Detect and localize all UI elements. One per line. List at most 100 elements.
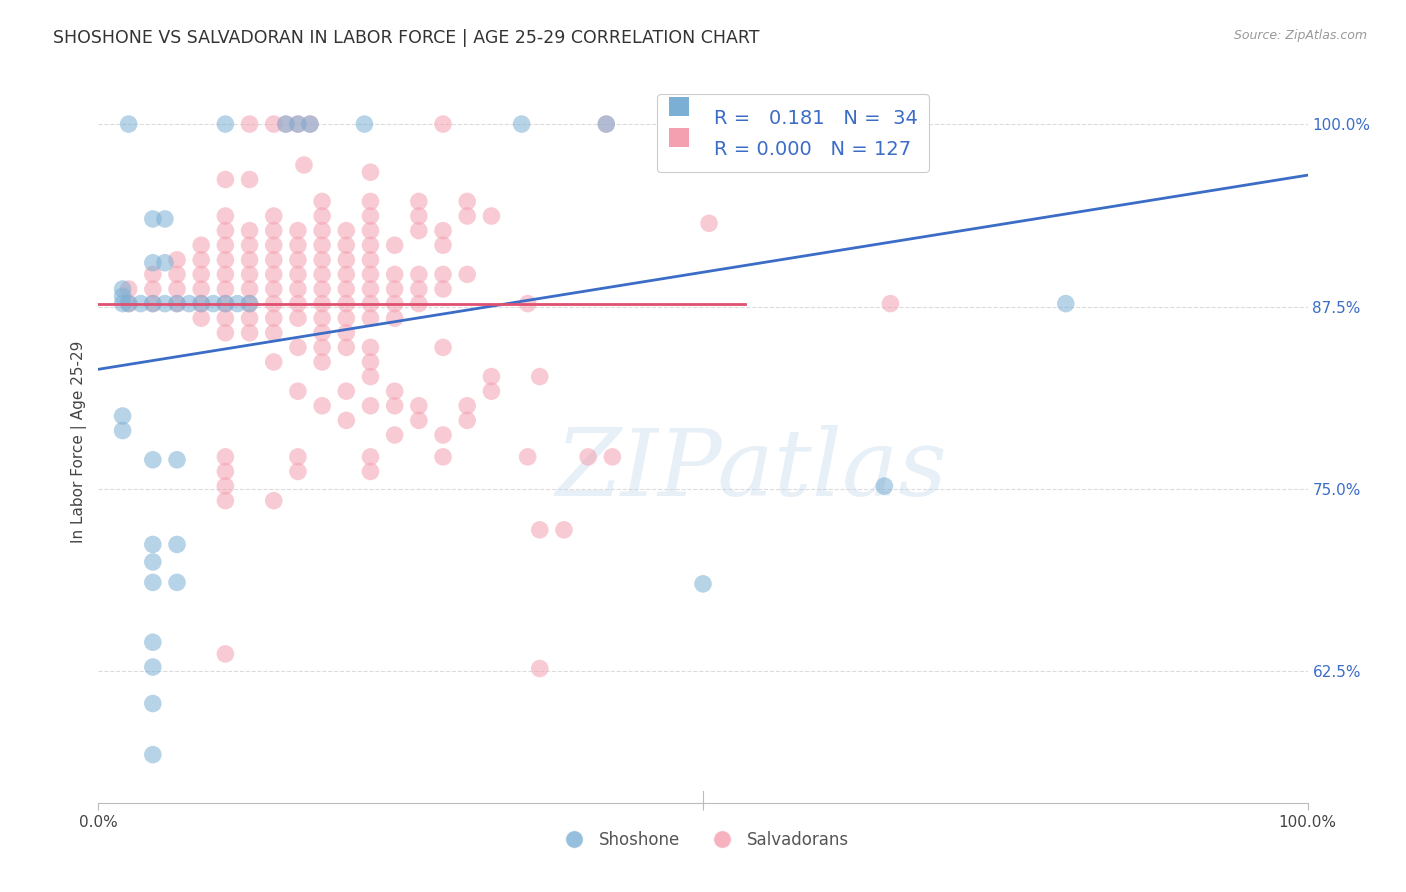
Point — [529, 369, 551, 384]
Point — [239, 311, 262, 326]
Point — [335, 282, 357, 296]
Point — [142, 697, 165, 711]
Point — [576, 450, 599, 464]
Point — [553, 523, 575, 537]
Point — [481, 209, 503, 223]
Point — [263, 209, 285, 223]
Point — [432, 450, 454, 464]
Point — [456, 194, 478, 209]
Point — [190, 311, 212, 326]
Point — [166, 537, 188, 551]
Point — [142, 575, 165, 590]
Point — [142, 555, 165, 569]
Point — [153, 256, 176, 270]
Point — [274, 117, 297, 131]
Point — [384, 311, 406, 326]
Point — [190, 296, 212, 310]
Point — [335, 238, 357, 252]
Point — [311, 282, 333, 296]
Point — [360, 194, 382, 209]
Point — [263, 252, 285, 267]
Point — [190, 282, 212, 296]
Point — [263, 282, 285, 296]
Point — [692, 577, 714, 591]
Point — [239, 282, 262, 296]
Point — [360, 282, 382, 296]
Point — [481, 369, 503, 384]
Point — [239, 296, 262, 310]
Point — [360, 296, 382, 310]
Point — [595, 117, 617, 131]
Point — [287, 282, 309, 296]
Point — [142, 537, 165, 551]
Point — [118, 117, 141, 131]
Point — [287, 224, 309, 238]
Point — [384, 268, 406, 282]
Point — [335, 326, 357, 340]
Point — [360, 209, 382, 223]
Point — [516, 296, 538, 310]
Point — [384, 399, 406, 413]
Point — [166, 268, 188, 282]
Legend: Shoshone, Salvadorans: Shoshone, Salvadorans — [551, 824, 855, 856]
Point — [408, 209, 430, 223]
Point — [239, 224, 262, 238]
Point — [214, 450, 236, 464]
Point — [287, 117, 309, 131]
Point — [166, 296, 188, 310]
Point — [360, 224, 382, 238]
Point — [384, 428, 406, 442]
Point — [239, 296, 262, 310]
Point — [360, 238, 382, 252]
Point — [166, 252, 188, 267]
Point — [299, 117, 322, 131]
Point — [287, 465, 309, 479]
Point — [287, 311, 309, 326]
Point — [311, 238, 333, 252]
Point — [287, 450, 309, 464]
Point — [263, 355, 285, 369]
Point — [360, 399, 382, 413]
Point — [360, 450, 382, 464]
Point — [360, 355, 382, 369]
Point — [292, 158, 315, 172]
Point — [510, 117, 533, 131]
Point — [166, 452, 188, 467]
Point — [214, 238, 236, 252]
Point — [214, 296, 236, 310]
Point — [311, 311, 333, 326]
Point — [263, 238, 285, 252]
Point — [335, 224, 357, 238]
Point — [214, 493, 236, 508]
Point — [118, 296, 141, 310]
Point — [360, 311, 382, 326]
Point — [311, 194, 333, 209]
Point — [311, 209, 333, 223]
Point — [263, 326, 285, 340]
Point — [239, 326, 262, 340]
Point — [142, 296, 165, 310]
Point — [287, 117, 309, 131]
Point — [335, 296, 357, 310]
Point — [142, 660, 165, 674]
Point — [360, 340, 382, 354]
Point — [287, 384, 309, 399]
Point — [384, 238, 406, 252]
Point — [287, 340, 309, 354]
Point — [697, 216, 720, 230]
Point — [287, 268, 309, 282]
Point — [239, 117, 262, 131]
Point — [287, 252, 309, 267]
Point — [456, 399, 478, 413]
Point — [360, 369, 382, 384]
Point — [111, 282, 134, 296]
Point — [311, 296, 333, 310]
Point — [311, 268, 333, 282]
Point — [335, 252, 357, 267]
Point — [214, 326, 236, 340]
Point — [166, 296, 188, 310]
Point — [118, 296, 141, 310]
Point — [190, 268, 212, 282]
Point — [214, 311, 236, 326]
Point — [408, 268, 430, 282]
